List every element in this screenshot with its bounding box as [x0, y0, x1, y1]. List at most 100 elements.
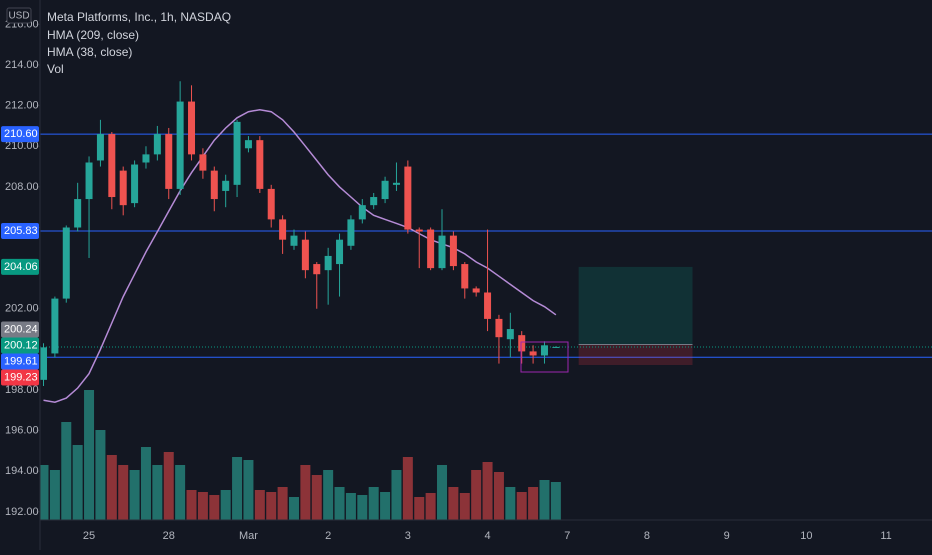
volume-bar — [255, 490, 265, 520]
volume-bar — [437, 465, 447, 520]
candle-body — [234, 122, 241, 185]
volume-bar — [335, 487, 345, 520]
candle-body — [74, 199, 81, 227]
candle-body — [302, 240, 309, 270]
price-label: 205.83 — [4, 225, 38, 237]
candle-body — [188, 102, 195, 155]
legend-item[interactable]: HMA (38, close) — [47, 45, 132, 59]
x-tick-label: 2 — [325, 530, 331, 542]
volume-bar — [107, 455, 117, 520]
y-tick-label: 214.00 — [5, 59, 39, 71]
volume-bar — [300, 465, 310, 520]
candle-body — [484, 293, 491, 319]
volume-bar — [130, 470, 140, 520]
volume-bar — [483, 462, 493, 520]
volume-bar — [152, 465, 162, 520]
x-tick-label: 4 — [484, 530, 490, 542]
x-tick-label: 10 — [800, 530, 812, 542]
candle-body — [245, 140, 252, 148]
candle-body — [495, 319, 502, 337]
volume-bar — [539, 480, 549, 520]
candle-body — [86, 163, 93, 200]
volume-bar — [232, 457, 242, 520]
candle-body — [313, 264, 320, 274]
volume-bar — [243, 460, 253, 520]
candle-body — [142, 154, 149, 162]
volume-bar — [61, 422, 71, 520]
candle-body — [370, 197, 377, 205]
y-tick-label: 196.00 — [5, 425, 39, 437]
candle-body — [393, 183, 400, 185]
volume-bar — [460, 493, 470, 520]
candle-body — [120, 171, 127, 206]
candle-body — [268, 189, 275, 219]
candle-body — [347, 219, 354, 245]
x-tick-label: 8 — [644, 530, 650, 542]
x-tick-label: 28 — [163, 530, 175, 542]
volume-bar — [517, 492, 527, 520]
x-tick-label: 25 — [83, 530, 95, 542]
volume-bar — [448, 487, 458, 520]
volume-bar — [346, 493, 356, 520]
volume-bar — [426, 493, 436, 520]
legend-title: Meta Platforms, Inc., 1h, NASDAQ — [47, 10, 231, 24]
volume-bar — [175, 465, 185, 520]
x-tick-label: 9 — [724, 530, 730, 542]
candle-body — [427, 230, 434, 269]
volume-bar — [357, 495, 367, 520]
volume-bar — [141, 447, 151, 520]
candle-body — [359, 205, 366, 219]
volume-bar — [471, 470, 481, 520]
volume-bar — [84, 390, 94, 520]
candle-body — [541, 345, 548, 355]
candle-body — [439, 236, 446, 269]
candle-body — [256, 140, 263, 189]
volume-bar — [118, 465, 128, 520]
legend-item[interactable]: HMA (209, close) — [47, 28, 139, 42]
volume-bar — [221, 490, 231, 520]
candle-body — [97, 134, 104, 160]
x-tick-label: Mar — [239, 530, 258, 542]
price-label: 210.60 — [4, 128, 38, 140]
price-label: 199.61 — [4, 355, 38, 367]
volume-bar — [391, 470, 401, 520]
candle-body — [131, 165, 138, 204]
candle-body — [165, 134, 172, 189]
candle-body — [63, 228, 70, 299]
volume-bar — [414, 497, 424, 520]
volume-bar — [50, 470, 60, 520]
position-profit — [579, 267, 693, 345]
candle-body — [199, 154, 206, 170]
candle-body — [177, 102, 184, 189]
volume-bar — [323, 470, 333, 520]
candle-body — [211, 171, 218, 199]
candle-body — [154, 134, 161, 154]
price-label: 200.24 — [4, 323, 38, 335]
volume-bar — [209, 495, 219, 520]
volume-bar — [187, 490, 197, 520]
y-tick-label: 212.00 — [5, 100, 39, 112]
position-loss — [579, 345, 693, 366]
y-tick-label: 192.00 — [5, 506, 39, 518]
volume-bar — [494, 472, 504, 520]
candle-body — [40, 347, 47, 380]
price-label: 199.23 — [4, 371, 38, 383]
candle-body — [461, 264, 468, 288]
volume-bar — [95, 430, 105, 520]
x-tick-label: 3 — [405, 530, 411, 542]
legend-item[interactable]: Vol — [47, 62, 64, 76]
price-label: 204.06 — [4, 261, 38, 273]
volume-bar — [505, 487, 515, 520]
price-label: 200.12 — [4, 339, 38, 351]
volume-bar — [551, 482, 561, 520]
candle-body — [404, 167, 411, 230]
volume-bar — [403, 457, 413, 520]
candle-body — [473, 288, 480, 292]
candle-body — [325, 256, 332, 270]
y-tick-label: 202.00 — [5, 303, 39, 315]
candle-body — [51, 299, 58, 354]
candle-body — [552, 347, 559, 348]
candle-body — [507, 329, 514, 339]
candle-body — [416, 230, 423, 232]
